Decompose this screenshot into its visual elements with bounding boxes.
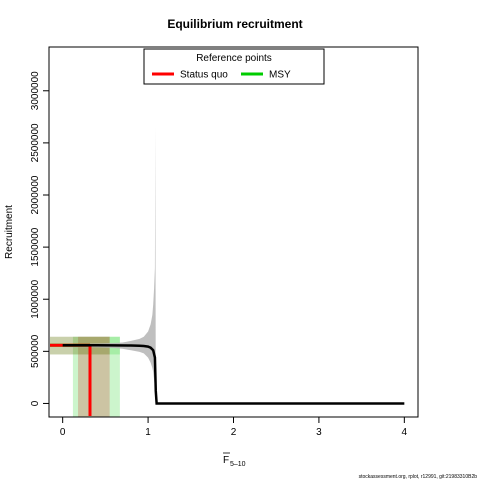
y-tick-label-0: 0 — [30, 400, 41, 406]
x-axis: 0 1 2 3 4 — [60, 416, 408, 438]
y-tick-label-6: 3000000 — [30, 71, 41, 110]
y-tick-label-3: 1500000 — [30, 227, 41, 266]
x-tick-label-4: 4 — [402, 427, 408, 438]
x-axis-label-main: F — [223, 455, 229, 466]
legend: Reference points Status quo MSY — [143, 48, 325, 85]
y-tick-label-1: 500000 — [30, 334, 41, 368]
x-tick-label-1: 1 — [145, 427, 151, 438]
x-tick-label-3: 3 — [316, 427, 322, 438]
x-axis-label-sub: 5–10 — [230, 461, 246, 468]
y-axis: 0 500000 1000000 1500000 2000000 2500000 30000… — [30, 71, 50, 406]
legend-box — [143, 48, 325, 85]
legend-label-status-quo: Status quo — [180, 70, 228, 81]
footer-text: stockassessment.org, rplot, r12991, git:… — [359, 474, 478, 480]
y-tick-label-5: 2500000 — [30, 123, 41, 162]
y-axis-label: Recruitment — [4, 205, 15, 259]
y-tick-label-2: 1000000 — [30, 279, 41, 318]
x-axis-label: F 5–10 — [223, 452, 246, 468]
x-tick-label-2: 2 — [231, 427, 237, 438]
legend-title: Reference points — [196, 53, 272, 64]
x-tick-label-0: 0 — [60, 427, 66, 438]
legend-label-msy: MSY — [269, 70, 291, 81]
legend-items: Status quo MSY — [152, 70, 291, 81]
series-line-0 — [62, 344, 405, 405]
ref-f-interval-msy — [72, 336, 120, 417]
reference-bands — [50, 336, 120, 417]
ref-f-interval-status-quo — [78, 336, 110, 417]
series-lines — [62, 344, 405, 405]
chart-title: Equilibrium recruitment — [167, 17, 302, 31]
y-tick-label-4: 2000000 — [30, 175, 41, 214]
